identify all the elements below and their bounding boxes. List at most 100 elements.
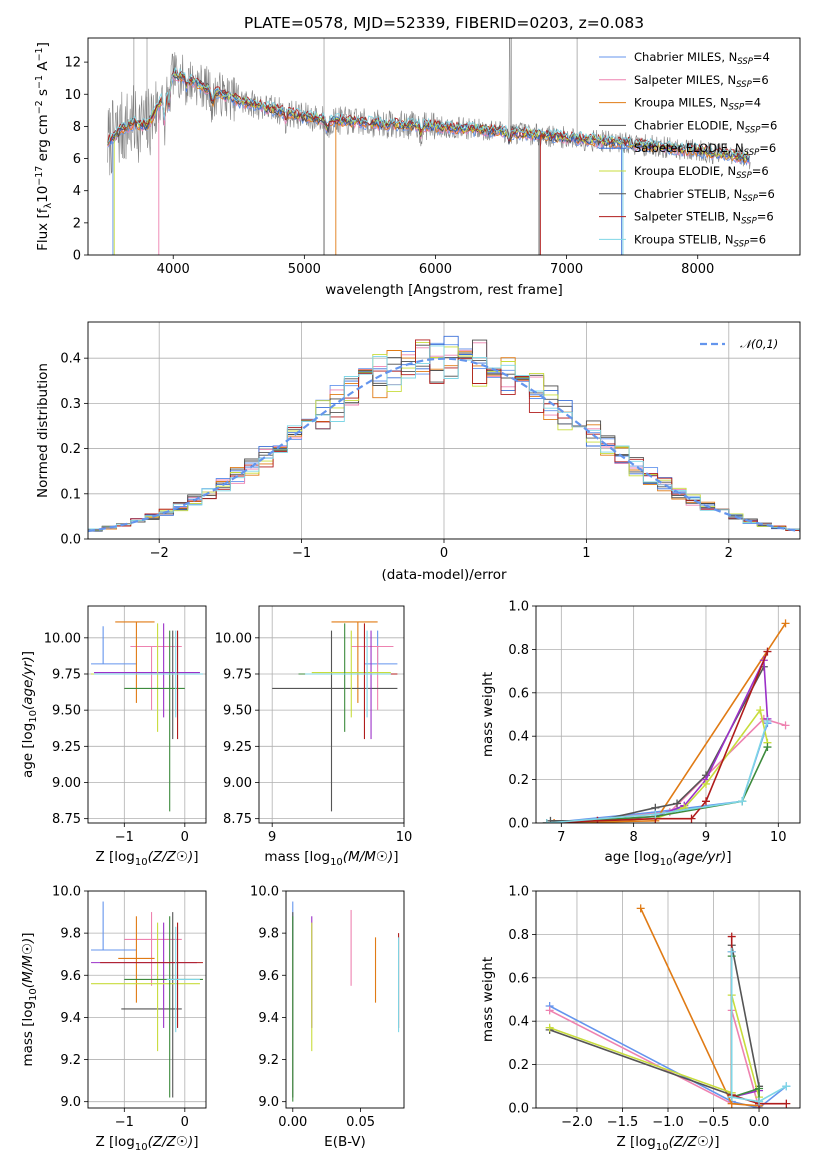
legend-name: Salpeter MILES, N xyxy=(634,73,736,87)
x-tick-label: −1 xyxy=(115,830,134,845)
plot-area xyxy=(536,606,800,823)
mass-weight-series-8 xyxy=(730,951,787,1103)
label-part: ] xyxy=(726,849,731,865)
mass-weight-series-2 xyxy=(639,908,760,1107)
label-subscript: 10 xyxy=(660,857,673,868)
y-axis-label: mass weight xyxy=(480,672,496,757)
y-tick-label: 0 xyxy=(73,249,81,264)
x-tick-label: 9 xyxy=(702,830,710,845)
y-tick-label: 10.00 xyxy=(215,631,252,646)
y-tick-label: 9.75 xyxy=(52,667,81,682)
x-tick-label: 8 xyxy=(630,830,638,845)
mass-weight-point xyxy=(701,797,710,806)
x-axis-label: age [log10(age/yr)] xyxy=(604,849,731,868)
x-tick-label: −1.5 xyxy=(607,1115,639,1130)
mass-weight-point xyxy=(781,721,790,730)
label-part: age [log xyxy=(20,723,36,778)
y-tick-label: 2 xyxy=(73,216,81,231)
x-tick-label: 2 xyxy=(725,546,733,561)
legend-name: Kroupa STELIB, N xyxy=(634,232,734,246)
mass-weight-point xyxy=(763,717,772,726)
panel-residual-hist: −2 −1 0 1 2 0.0 0.1 0.2 0.3 0.4 (data-model)/error… xyxy=(35,321,801,583)
y-label-part: λ xyxy=(43,203,54,209)
y-tick-label: 0.3 xyxy=(60,397,81,412)
y-tick-label: 0.0 xyxy=(60,533,81,548)
y-tick-label: 9.4 xyxy=(258,1011,279,1026)
x-axis-label: Z [log10(Z/Z☉)] xyxy=(616,1134,719,1153)
mass-weight-point xyxy=(701,779,710,788)
y-tick-label: 9.00 xyxy=(223,776,252,791)
y-tick-label: 9.6 xyxy=(60,969,81,984)
legend-nssp: =6 xyxy=(759,141,776,155)
y-tick-label: 0.0 xyxy=(508,1102,529,1117)
legend-nssp: =4 xyxy=(753,50,770,64)
normal-curve xyxy=(88,357,800,533)
label-part: Z [log xyxy=(95,1134,134,1150)
mass-weight-series-3 xyxy=(550,666,765,822)
y-tick-label: 9.75 xyxy=(223,667,252,682)
y-tick-label: 9.0 xyxy=(60,1095,81,1110)
x-tick-label: 0.05 xyxy=(346,1115,375,1130)
y-tick-label: 9.0 xyxy=(258,1095,279,1110)
mass-weight-point xyxy=(546,816,555,823)
plot-area xyxy=(107,38,751,255)
y-tick-label: 9.8 xyxy=(258,927,279,942)
y-label-part: s xyxy=(35,89,51,100)
label-subscript: 10 xyxy=(656,1142,669,1153)
label-part: age [log xyxy=(604,849,659,865)
axes-frame xyxy=(535,890,801,1109)
mass-weight-point xyxy=(727,947,736,956)
axes-frame xyxy=(87,321,801,540)
y-axis-label: Flux [fλ10−17 erg cm−2 s−1 A−1] xyxy=(34,42,54,251)
y-tick-label: 10.00 xyxy=(44,631,81,646)
y-tick-label: 9.6 xyxy=(258,969,279,984)
x-tick-label: 4000 xyxy=(157,262,190,277)
plot-area xyxy=(88,891,206,1108)
x-axis-label: E(B-V) xyxy=(324,1134,366,1150)
x-tick-label: −1.0 xyxy=(652,1115,684,1130)
label-math: (M/M☉) xyxy=(343,849,393,865)
mass-weight-point xyxy=(673,799,682,808)
y-label-part: Flux [f xyxy=(35,207,51,251)
label-part: ] xyxy=(393,849,398,865)
y-tick-label: 6 xyxy=(73,152,81,167)
mass-weight-series-8 xyxy=(546,720,769,823)
y-tick-label: 9.2 xyxy=(60,1053,81,1068)
mass-weight-point xyxy=(781,619,790,628)
legend-entry: Kroupa ELODIE, NSSP=6 xyxy=(634,164,769,181)
legend-nssp: =6 xyxy=(758,187,775,201)
legend-entry: Chabrier STELIB, NSSP=6 xyxy=(634,187,775,204)
y-tick-label: 9.8 xyxy=(60,927,81,942)
panel-mass-vs-z: −1 09.09.29.49.69.810.0Z [log10(Z/Z☉)]mas… xyxy=(20,885,207,1153)
x-tick-label: −2 xyxy=(150,546,169,561)
y-axis-label: mass [log10(M/M☉)] xyxy=(20,932,39,1066)
y-tick-label: 0.0 xyxy=(508,817,529,832)
legend-subscript: SSP xyxy=(745,125,761,135)
legend-entry: Salpeter MILES, NSSP=6 xyxy=(634,73,769,90)
y-tick-label: 9.50 xyxy=(223,704,252,719)
y-tick-label: 9.50 xyxy=(52,704,81,719)
plot-area xyxy=(88,606,206,823)
axes-frame xyxy=(285,890,405,1109)
mass-weight-point xyxy=(651,810,660,819)
y-axis-label: age [log10(age/yr)] xyxy=(20,651,39,778)
label-part: Z [log xyxy=(616,1134,655,1150)
x-tick-label: 6000 xyxy=(419,262,452,277)
label-subscript: 10 xyxy=(28,988,39,1001)
legend-entry: 𝒩(0,1) xyxy=(740,337,778,351)
x-axis-label: Z [log10(Z/Z☉)] xyxy=(95,1134,198,1153)
x-tick-label: 0 xyxy=(440,546,448,561)
x-tick-label: 8000 xyxy=(681,262,714,277)
plot-area xyxy=(536,891,800,1108)
mass-weight-series-5 xyxy=(546,708,769,823)
y-tick-label: 0.6 xyxy=(508,686,529,701)
legend-subscript: SSP xyxy=(736,171,752,181)
y-tick-label: 0.4 xyxy=(508,1015,529,1030)
y-tick-label: 8.75 xyxy=(223,812,252,827)
mass-weight-point xyxy=(763,743,772,752)
legend-entry: Salpeter STELIB, NSSP=6 xyxy=(634,210,774,227)
x-axis-label: Z [log10(Z/Z☉)] xyxy=(95,849,198,868)
plot-area xyxy=(259,606,404,823)
